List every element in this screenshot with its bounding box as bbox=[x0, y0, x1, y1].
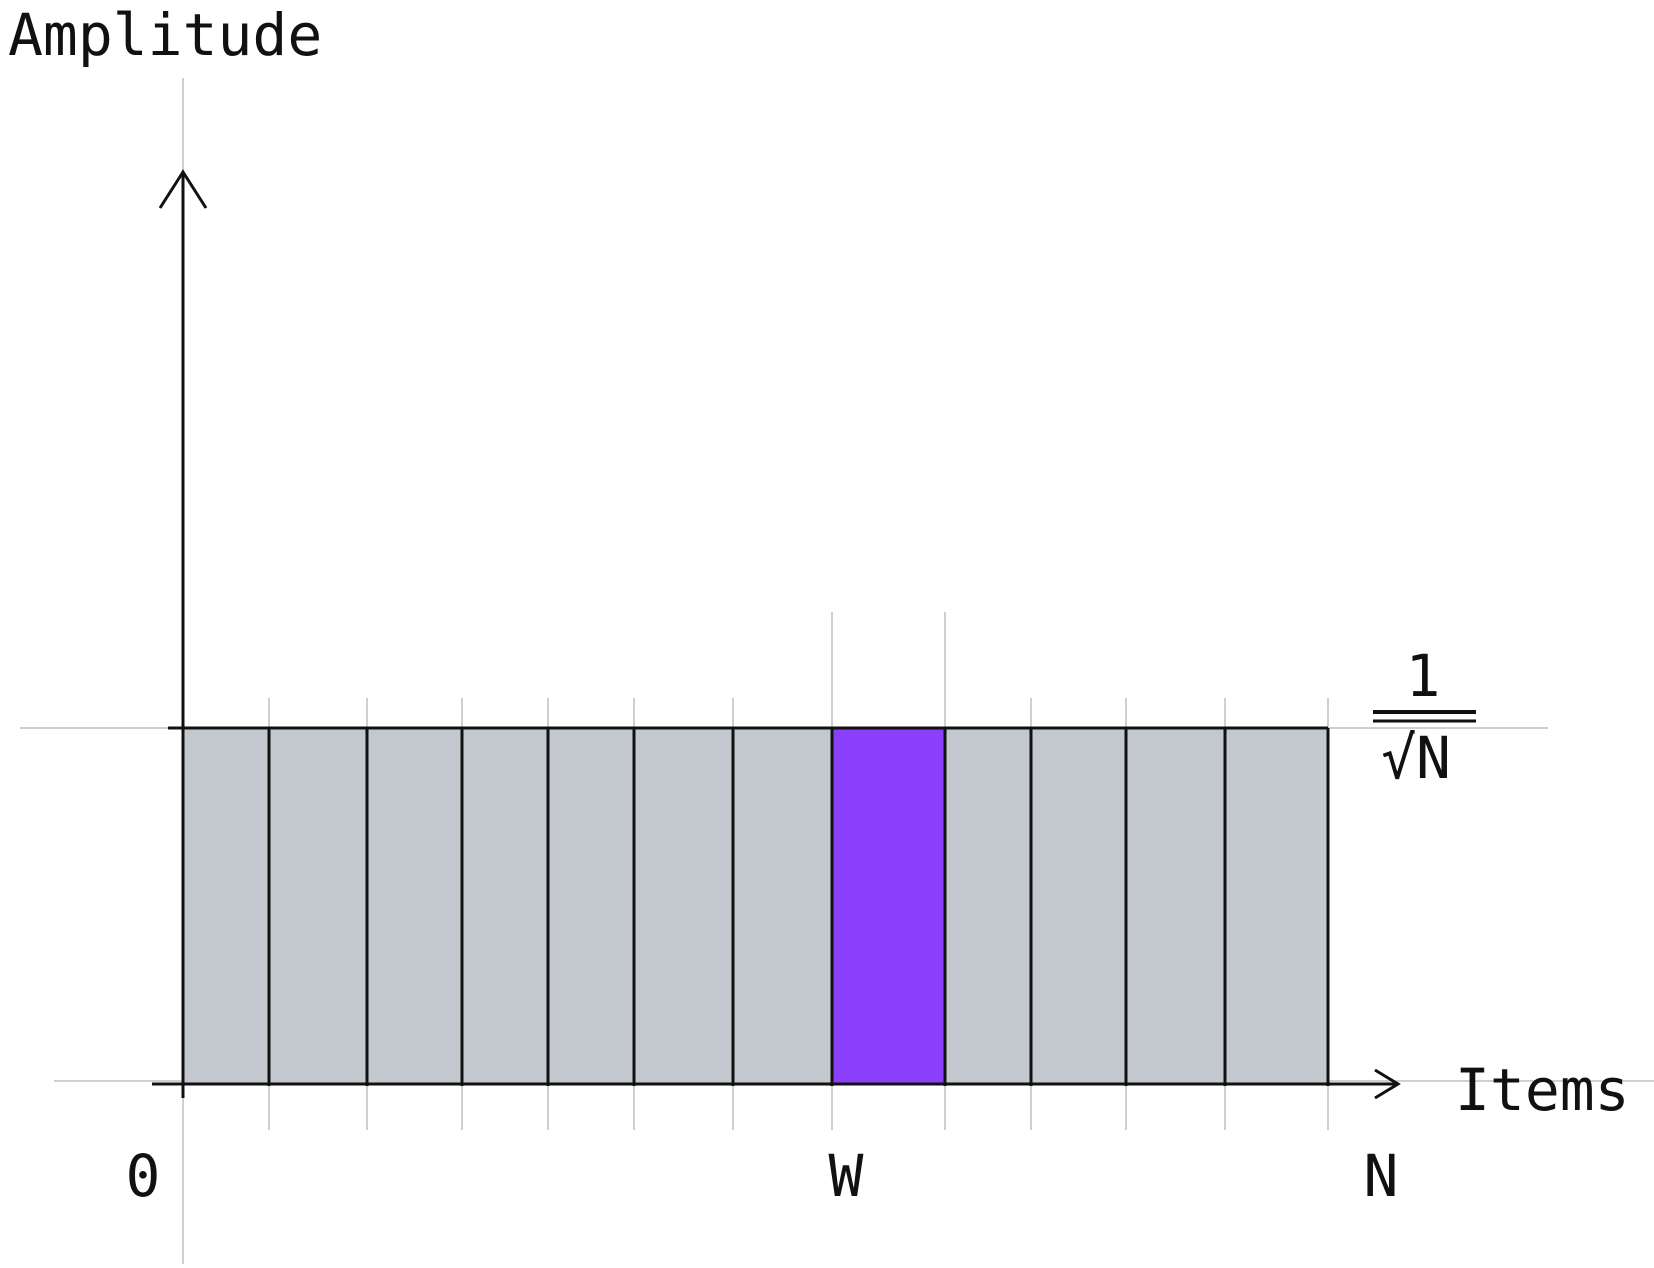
bar bbox=[634, 728, 733, 1084]
y-axis-label: Amplitude bbox=[8, 1, 322, 69]
bars bbox=[183, 728, 1330, 1086]
bar bbox=[1031, 728, 1126, 1084]
x-axis-label: Items bbox=[1455, 1056, 1630, 1124]
bar bbox=[269, 728, 367, 1084]
x-tick-label-start: 0 bbox=[126, 1142, 161, 1210]
y-axis-arrowhead bbox=[158, 169, 208, 209]
bar bbox=[733, 728, 832, 1084]
bar bbox=[367, 728, 462, 1084]
bar bbox=[462, 728, 548, 1084]
axes bbox=[152, 169, 1401, 1100]
x-axis-arrowhead bbox=[1374, 1068, 1401, 1100]
bar bbox=[183, 728, 269, 1084]
x-tick-label-marked: W bbox=[829, 1142, 864, 1210]
value-label-numerator: 1 bbox=[1406, 642, 1441, 710]
bar bbox=[1225, 728, 1328, 1084]
value-label-denominator: √N bbox=[1381, 724, 1451, 792]
labels: Amplitude Items 0 W N 1 √N bbox=[8, 1, 1630, 1210]
bar-highlighted bbox=[832, 728, 945, 1084]
bar bbox=[1126, 728, 1225, 1084]
x-tick-label-end: N bbox=[1364, 1142, 1399, 1210]
bar bbox=[945, 728, 1031, 1084]
bar bbox=[548, 728, 634, 1084]
